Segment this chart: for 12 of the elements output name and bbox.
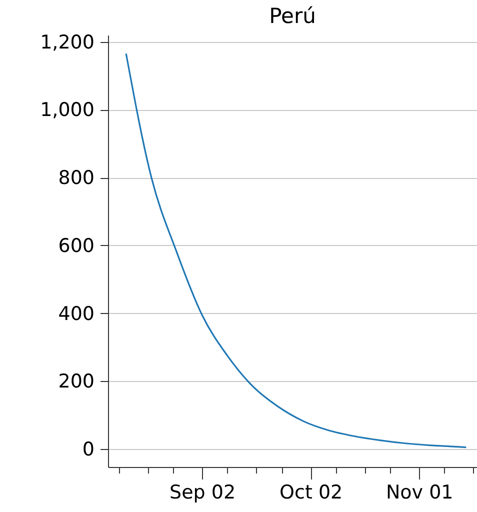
line-series (125, 52, 467, 448)
y-tick-label: 0 (82, 438, 94, 461)
y-tick-label: 600 (58, 234, 94, 257)
x-tick-label: Nov 01 (386, 482, 454, 504)
y-tick-label: 1,000 (40, 99, 94, 122)
y-tick-label: 1,200 (40, 31, 94, 54)
x-tick-label: Oct 02 (280, 482, 343, 504)
y-tick-label: 400 (58, 302, 94, 325)
x-tick-label: Sep 02 (170, 482, 236, 504)
chart-title: Perú (269, 4, 316, 28)
y-tick-label: 200 (58, 370, 94, 393)
y-tick-label: 800 (58, 167, 94, 190)
